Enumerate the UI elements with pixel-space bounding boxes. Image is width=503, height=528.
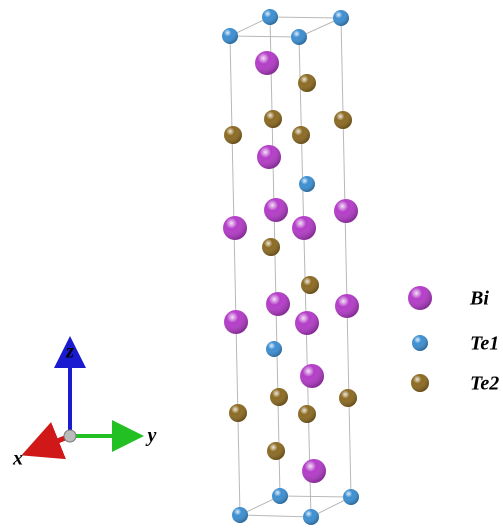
atom-shine bbox=[255, 51, 279, 75]
atom-shine bbox=[412, 335, 428, 351]
atom-shine bbox=[335, 294, 359, 318]
atom-shine bbox=[411, 374, 429, 392]
unit-cell bbox=[230, 17, 351, 517]
atom-shine bbox=[300, 364, 324, 388]
atom-shine bbox=[224, 310, 248, 334]
atom-shine bbox=[257, 145, 281, 169]
legend: Bi Te1 Te2 bbox=[408, 286, 499, 395]
atom-shine bbox=[222, 28, 238, 44]
atom-shine bbox=[302, 459, 326, 483]
atom-shine bbox=[334, 199, 358, 223]
atom-shine bbox=[264, 198, 288, 222]
atom-shine bbox=[262, 238, 280, 256]
axes-indicator: z y x bbox=[12, 341, 157, 470]
atom-shine bbox=[264, 110, 282, 128]
atom-shine bbox=[266, 341, 282, 357]
atom-shine bbox=[266, 292, 290, 316]
y-label: y bbox=[146, 425, 157, 447]
legend-label: Te1 bbox=[470, 333, 499, 355]
atom-shine bbox=[232, 507, 248, 523]
atom-shine bbox=[267, 442, 285, 460]
atom-shine bbox=[333, 10, 349, 26]
atom-shine bbox=[334, 111, 352, 129]
atom-shine bbox=[291, 29, 307, 45]
atom-shine bbox=[229, 404, 247, 422]
atom-shine bbox=[343, 489, 359, 505]
atom-shine bbox=[224, 126, 242, 144]
legend-label: Te2 bbox=[470, 373, 499, 395]
atom-shine bbox=[272, 488, 288, 504]
atom-shine bbox=[295, 311, 319, 335]
axes-origin bbox=[64, 430, 76, 442]
atom-shine bbox=[298, 74, 316, 92]
atom-shine bbox=[339, 389, 357, 407]
atom-shine bbox=[292, 126, 310, 144]
atom-shine bbox=[408, 286, 432, 310]
atom-shine bbox=[292, 216, 316, 240]
atom-shine bbox=[223, 216, 247, 240]
atom-shine bbox=[270, 388, 288, 406]
atom-shine bbox=[301, 276, 319, 294]
atoms bbox=[222, 9, 359, 525]
structure-diagram: z y x Bi Te1 Te2 bbox=[0, 0, 503, 528]
atom-shine bbox=[303, 509, 319, 525]
atom-shine bbox=[299, 176, 315, 192]
legend-label: Bi bbox=[469, 288, 489, 310]
atom-shine bbox=[298, 405, 316, 423]
z-label: z bbox=[65, 341, 74, 363]
atom-shine bbox=[262, 9, 278, 25]
x-label: x bbox=[12, 448, 23, 470]
